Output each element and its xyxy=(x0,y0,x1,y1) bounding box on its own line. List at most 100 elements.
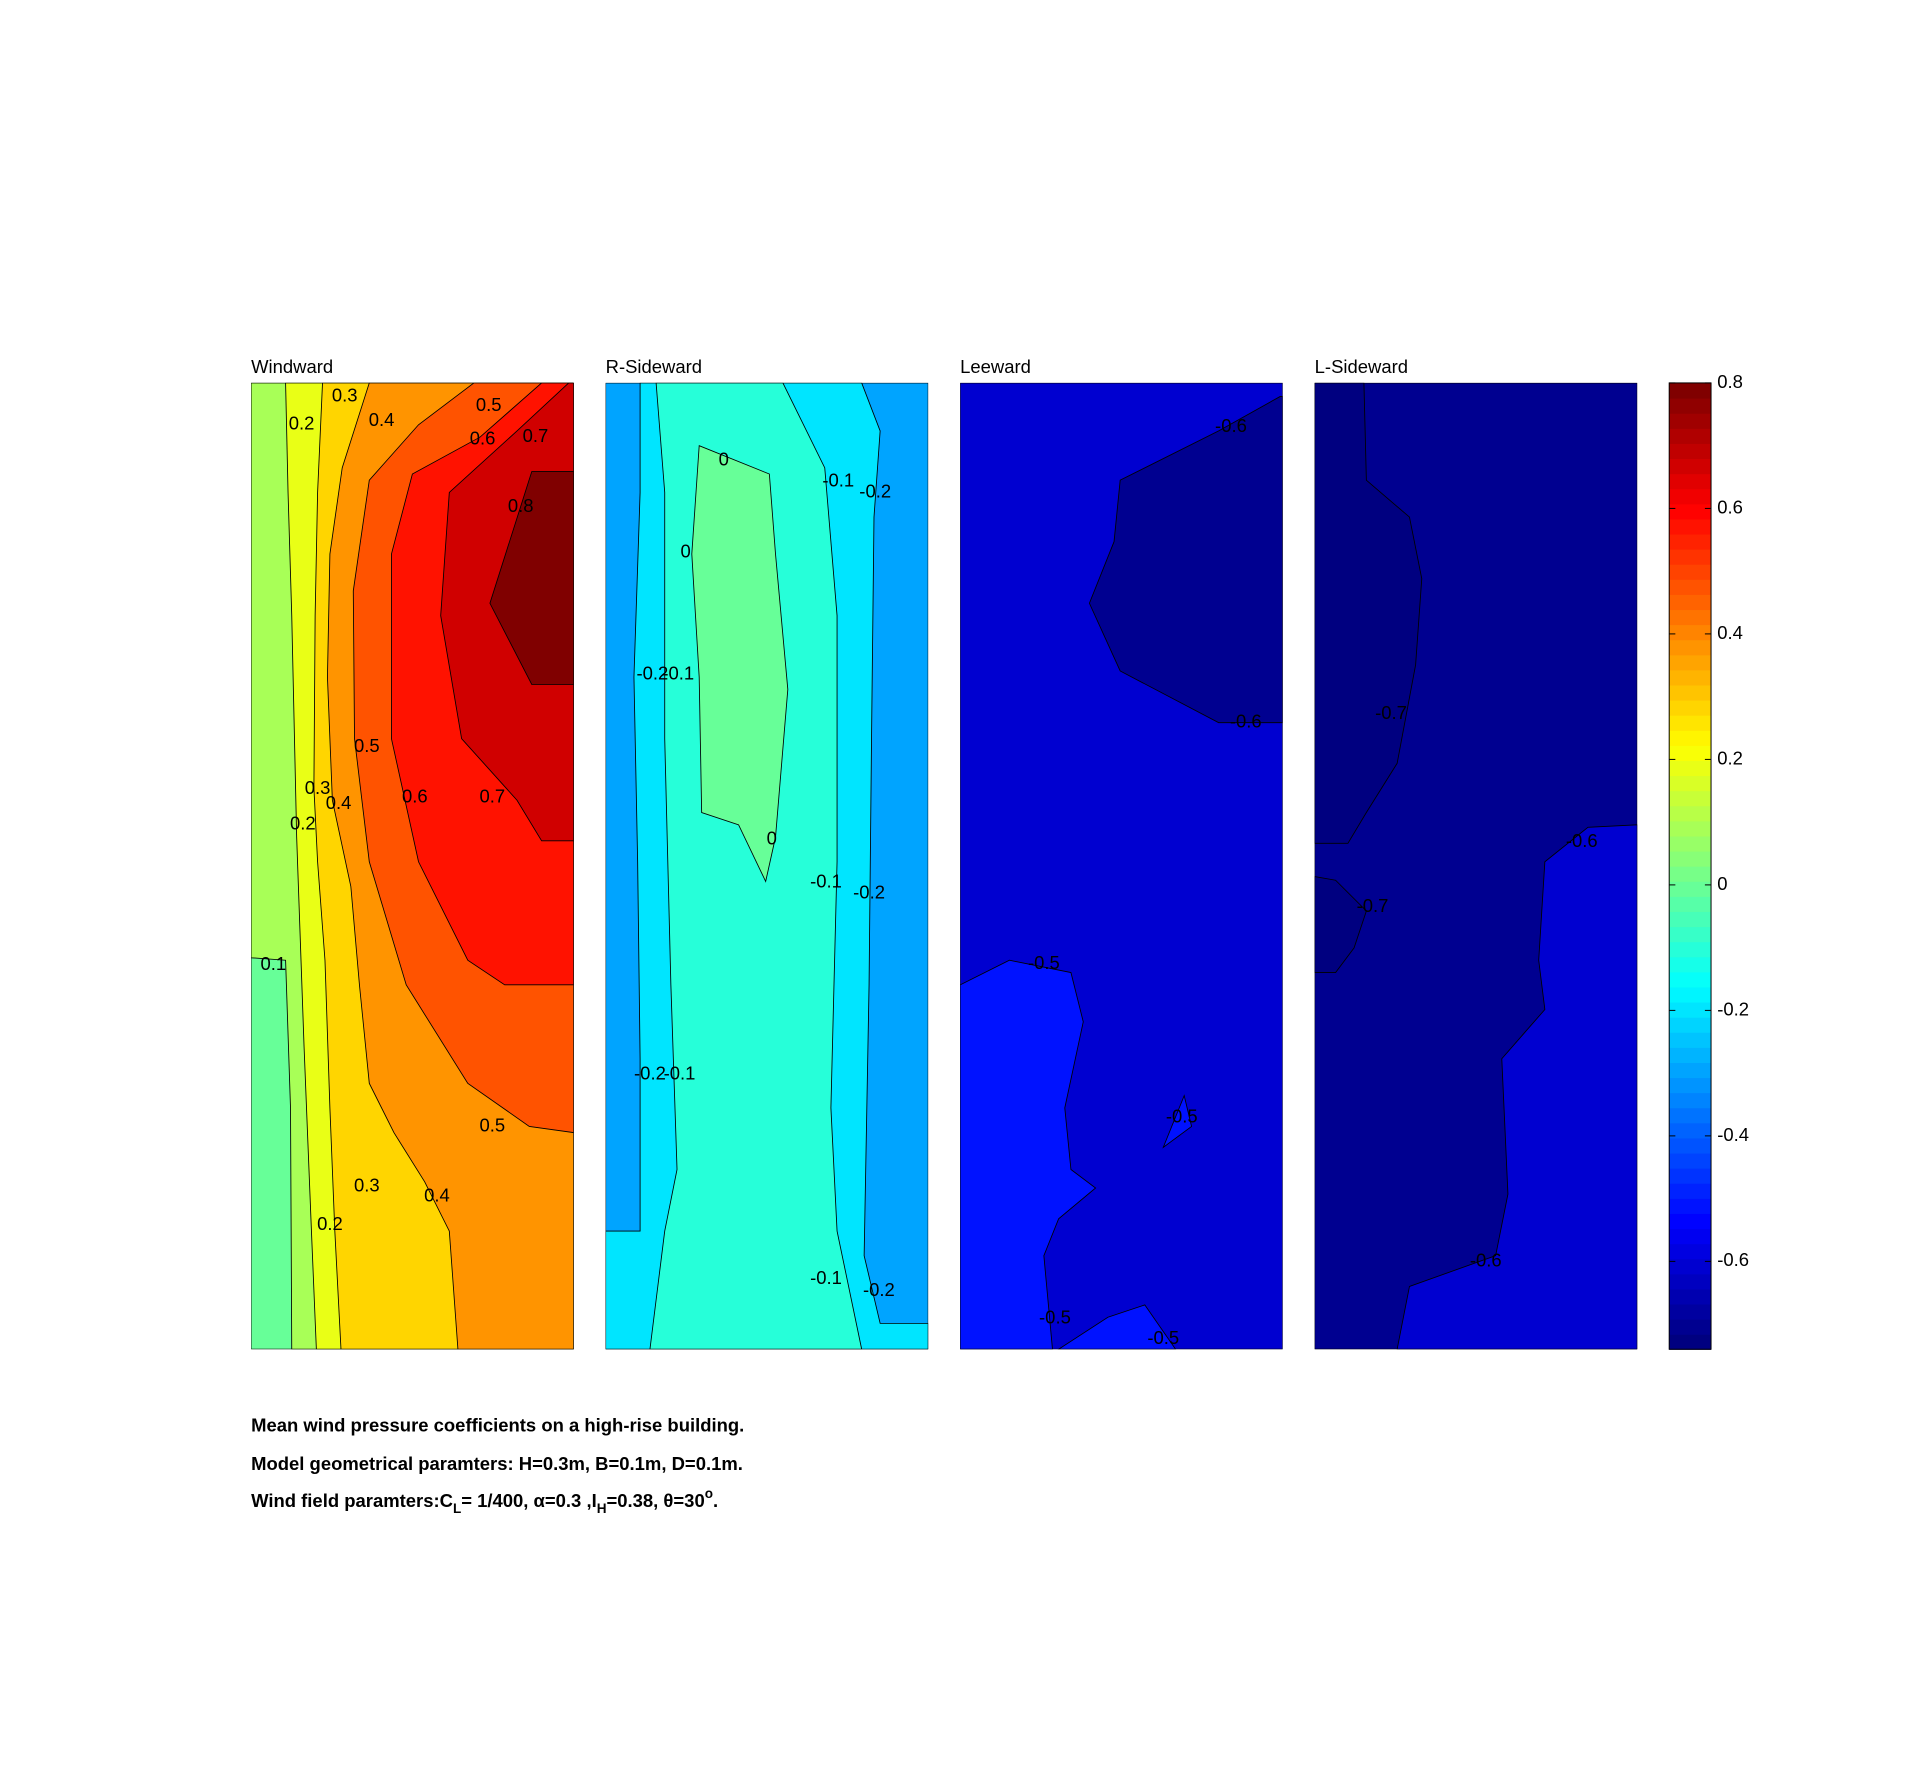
colorbar-segment xyxy=(1669,1198,1712,1214)
contour-label: 0.2 xyxy=(317,1213,343,1234)
colorbar-segment xyxy=(1669,428,1712,444)
contour-label: -0.7 xyxy=(1357,895,1389,916)
contour-label: -0.1 xyxy=(810,871,842,892)
colorbar-segment xyxy=(1669,1213,1712,1230)
contour-label: 0 xyxy=(719,448,729,469)
contour-label: -0.1 xyxy=(662,663,694,684)
colorbar-segment xyxy=(1669,896,1712,912)
contour-label: -0.2 xyxy=(853,882,885,903)
colorbar-segment xyxy=(1669,1032,1712,1048)
contour-label: 0.4 xyxy=(424,1184,450,1205)
contour-label: 0.5 xyxy=(476,394,502,415)
colorbar-segment xyxy=(1669,775,1712,792)
colorbar-segment xyxy=(1669,866,1712,882)
colorbar-tick-label: 0.8 xyxy=(1717,371,1743,392)
colorbar-segment xyxy=(1669,1243,1712,1260)
colorbar-tick-label: 0.6 xyxy=(1717,496,1743,517)
colorbar-tick-label: -0.2 xyxy=(1717,998,1749,1019)
contour-label: -0.5 xyxy=(1028,952,1060,973)
contour-label: 0.3 xyxy=(305,777,331,798)
colorbar-frame xyxy=(1668,382,1712,1350)
contour-label: 0.6 xyxy=(402,786,428,807)
caption-part: = 1/400, α=0.3 ,I xyxy=(461,1490,596,1511)
colorbar-segment xyxy=(1669,488,1712,505)
panel-title: Leeward xyxy=(960,356,1031,377)
caption-line: Mean wind pressure coefficients on a hig… xyxy=(251,1415,744,1436)
contour-label: -0.6 xyxy=(1566,830,1598,851)
colorbar-segment xyxy=(1669,1092,1712,1109)
contour-band xyxy=(1314,382,1423,844)
contour-label: 0.8 xyxy=(508,495,534,516)
colorbar-segment xyxy=(1669,820,1712,837)
colorbar-segment xyxy=(1669,1228,1712,1245)
colorbar-segment xyxy=(1669,1137,1712,1154)
contour-label: 0.1 xyxy=(260,953,286,974)
colorbar-segment xyxy=(1669,1273,1712,1290)
contour-panel xyxy=(1314,382,1638,1350)
colorbar-segment xyxy=(1669,1047,1712,1063)
colorbar-tick-label: -0.6 xyxy=(1717,1249,1749,1270)
colorbar-segment xyxy=(1669,1258,1712,1275)
panel-title: L-Sideward xyxy=(1315,356,1408,377)
caption-subscript: H xyxy=(597,1501,607,1516)
colorbar-segment xyxy=(1669,835,1712,852)
colorbar-tick-label: 0.2 xyxy=(1717,747,1743,768)
contour-label: 0.6 xyxy=(470,427,496,448)
colorbar-segment xyxy=(1669,594,1712,611)
colorbar-segment xyxy=(1669,941,1712,958)
colorbar-segment xyxy=(1669,986,1712,1003)
colorbar-segment xyxy=(1669,413,1712,429)
colorbar-segment xyxy=(1669,549,1712,565)
colorbar-segment xyxy=(1669,398,1712,414)
colorbar-segment xyxy=(1669,669,1712,686)
colorbar-segment xyxy=(1669,1122,1712,1139)
contour-label: 0 xyxy=(767,827,777,848)
colorbar-segment xyxy=(1669,473,1712,490)
contour-label: -0.1 xyxy=(664,1063,696,1084)
colorbar-segment xyxy=(1669,1001,1712,1018)
contour-label: 0.5 xyxy=(480,1114,506,1135)
colorbar-segment xyxy=(1669,715,1712,731)
contour-band xyxy=(960,959,1097,1350)
caption-part: . xyxy=(713,1490,718,1511)
colorbar-segment xyxy=(1669,971,1712,988)
contour-label: 0.5 xyxy=(354,735,380,756)
contour-label: -0.1 xyxy=(822,469,854,490)
contour-label: 0 xyxy=(681,541,691,562)
contour-panel xyxy=(251,382,574,1350)
colorbar-segment xyxy=(1669,684,1712,701)
colorbar-segment xyxy=(1669,1152,1712,1169)
colorbar-segment xyxy=(1669,1168,1712,1184)
caption-superscript: o xyxy=(705,1486,713,1501)
contour-label: -0.2 xyxy=(634,1063,666,1084)
contour-label: 0.3 xyxy=(354,1175,380,1196)
contour-band xyxy=(1088,396,1283,724)
contour-label: 0.4 xyxy=(369,409,395,430)
panel-title: R-Sideward xyxy=(606,356,702,377)
contour-label: 0.2 xyxy=(289,413,315,434)
colorbar-segment xyxy=(1669,1107,1712,1124)
colorbar-segment xyxy=(1669,609,1712,626)
contour-label: -0.6 xyxy=(1230,711,1262,732)
colorbar-segment xyxy=(1669,790,1712,807)
contour-label: -0.5 xyxy=(1166,1106,1198,1127)
colorbar-segment xyxy=(1669,1303,1712,1320)
colorbar-segment xyxy=(1669,699,1712,716)
colorbar-tick-label: 0.4 xyxy=(1717,622,1743,643)
colorbar-segment xyxy=(1669,1062,1712,1079)
colorbar-segment xyxy=(1669,926,1712,943)
colorbar-segment xyxy=(1669,382,1712,399)
colorbar-tick-label: -0.4 xyxy=(1717,1124,1749,1145)
colorbar-segment xyxy=(1669,458,1712,475)
caption-part: Wind field paramters:C xyxy=(251,1490,453,1511)
caption-part: =0.38, θ=30 xyxy=(606,1490,704,1511)
contour-label: -0.6 xyxy=(1470,1250,1502,1271)
colorbar-segment xyxy=(1669,639,1712,656)
colorbar-segment xyxy=(1669,1288,1712,1305)
contour-label: 0.3 xyxy=(332,384,358,405)
contour-band xyxy=(489,471,574,685)
contour-band xyxy=(1314,876,1367,973)
colorbar-segment xyxy=(1669,533,1712,550)
colorbar-segment xyxy=(1669,881,1712,897)
